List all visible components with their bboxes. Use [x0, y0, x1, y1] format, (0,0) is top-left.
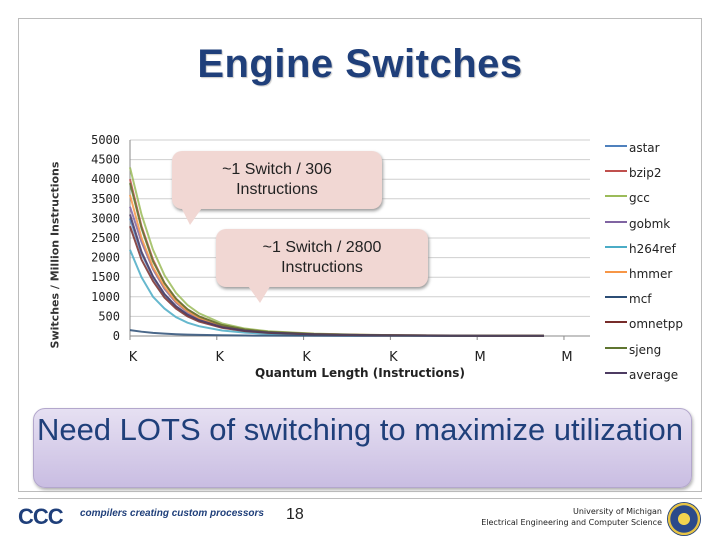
y-axis-label: Switches / Million Instructions	[48, 161, 62, 349]
summary-banner-text: Need LOTS of switching to maximize utili…	[36, 412, 684, 447]
legend-label-omnetpp: omnetpp	[629, 317, 683, 332]
legend-label-sjeng: sjeng	[629, 342, 662, 357]
series-line-average	[129, 214, 545, 337]
y-tick-label-4500: 4500	[91, 153, 120, 167]
x-tick-label-0: K	[129, 350, 138, 365]
x-tick-label-4: M	[475, 350, 486, 365]
university-credit: University of Michigan Electrical Engine…	[481, 506, 662, 528]
x-tick-label-3: K	[389, 350, 398, 365]
legend-label-hmmer: hmmer	[629, 267, 673, 281]
ccc-logo: CCC	[18, 504, 64, 529]
y-tick-label-3000: 3000	[91, 211, 120, 225]
legend-label-average: average	[629, 367, 679, 382]
callout-2800: ~1 Switch / 2800 Instructions	[216, 229, 428, 287]
university-seal-icon	[667, 502, 701, 536]
x-tick-label-1: K	[216, 350, 225, 365]
legend-swatch-sjeng	[605, 346, 627, 349]
legend-label-h264ref: h264ref	[629, 241, 676, 256]
university-line-2: Electrical Engineering and Computer Scie…	[481, 518, 662, 527]
x-axis-label: Quantum Length (Instructions)	[255, 366, 465, 380]
slide-title: Engine Switches	[197, 42, 523, 86]
legend-swatch-mcf	[605, 296, 627, 299]
callout-2800-text: ~1 Switch / 2800 Instructions	[262, 239, 382, 276]
legend-label-astar: astar	[629, 141, 660, 155]
legend-swatch-gobmk	[605, 220, 627, 223]
legend-label-bzip2: bzip2	[629, 166, 662, 181]
y-tick-label-4000: 4000	[91, 172, 120, 186]
y-tick-label-500: 500	[98, 309, 120, 323]
y-tick-label-2000: 2000	[91, 251, 120, 265]
callout-306-text: ~1 Switch / 306 Instructions	[222, 161, 332, 198]
footer-tagline: compilers creating custom processors	[80, 508, 264, 519]
y-tick-label-1500: 1500	[91, 270, 120, 284]
legend-swatch-bzip2	[605, 170, 627, 173]
callout-306: ~1 Switch / 306 Instructions	[172, 151, 382, 209]
footer-divider	[18, 498, 702, 499]
page-number: 18	[286, 506, 304, 523]
callout-306-tail	[180, 205, 204, 225]
legend-swatch-astar	[605, 145, 627, 147]
x-tick-label-2: K	[302, 350, 311, 365]
summary-banner	[33, 408, 692, 488]
legend-swatch-h264ref	[605, 245, 627, 248]
y-tick-label-1000: 1000	[91, 290, 120, 304]
y-tick-label-0: 0	[113, 329, 120, 343]
y-tick-label-5000: 5000	[91, 133, 120, 147]
legend-label-gobmk: gobmk	[629, 216, 671, 231]
legend-label-gcc: gcc	[629, 191, 650, 206]
legend-swatch-gcc	[605, 195, 627, 198]
legend-swatch-average	[605, 371, 627, 374]
legend-label-mcf: mcf	[629, 292, 652, 307]
y-tick-label-2500: 2500	[91, 231, 120, 245]
legend-swatch-hmmer	[605, 271, 627, 273]
x-tick-label-5: M	[561, 350, 572, 365]
legend-swatch-omnetpp	[605, 321, 627, 324]
slide-frame	[18, 18, 702, 492]
university-line-1: University of Michigan	[572, 507, 662, 516]
y-tick-label-3500: 3500	[91, 192, 120, 206]
callout-2800-tail	[246, 283, 272, 303]
